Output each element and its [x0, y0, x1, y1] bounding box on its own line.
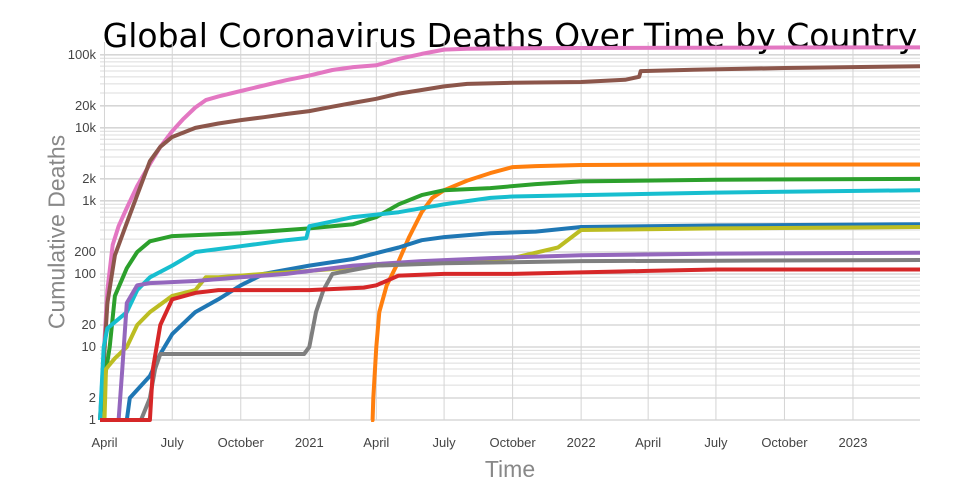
y-axis-title: Cumulative Deaths	[43, 134, 70, 330]
series-line-4	[98, 176, 921, 421]
series-line-5	[98, 188, 921, 421]
x-axis-title: Time	[484, 456, 536, 482]
x-tick-label: 2021	[295, 435, 324, 450]
y-tick-label: 20	[82, 317, 96, 332]
x-tick-label: April	[91, 435, 117, 450]
x-tick-label: October	[489, 435, 536, 450]
x-tick-label: July	[433, 435, 457, 450]
series-line-2	[98, 64, 921, 421]
x-tick-label: July	[161, 435, 185, 450]
y-tick-label: 10k	[75, 120, 96, 135]
y-tick-label: 10	[82, 339, 96, 354]
series-line-10	[100, 267, 920, 422]
x-tick-label: 2022	[567, 435, 596, 450]
y-tick-label: 2	[89, 390, 96, 405]
series-line-8	[100, 250, 921, 422]
x-tick-label: October	[218, 435, 265, 450]
y-tick-label: 1k	[82, 193, 96, 208]
x-tick-label: April	[363, 435, 389, 450]
series-line-3	[370, 162, 920, 422]
y-tick-label: 100	[74, 266, 96, 281]
y-tick-label: 20k	[75, 98, 96, 113]
y-tick-label: 100k	[68, 47, 97, 62]
y-tick-label: 200	[74, 244, 96, 259]
y-tick-label: 2k	[82, 171, 96, 186]
series-line-9	[100, 258, 921, 422]
x-tick-label: October	[761, 435, 808, 450]
y-tick-label: 1	[89, 412, 96, 427]
x-tick-label: 2023	[839, 435, 868, 450]
x-tick-label: July	[704, 435, 728, 450]
x-tick-label: April	[635, 435, 661, 450]
series-line-1	[98, 45, 921, 421]
